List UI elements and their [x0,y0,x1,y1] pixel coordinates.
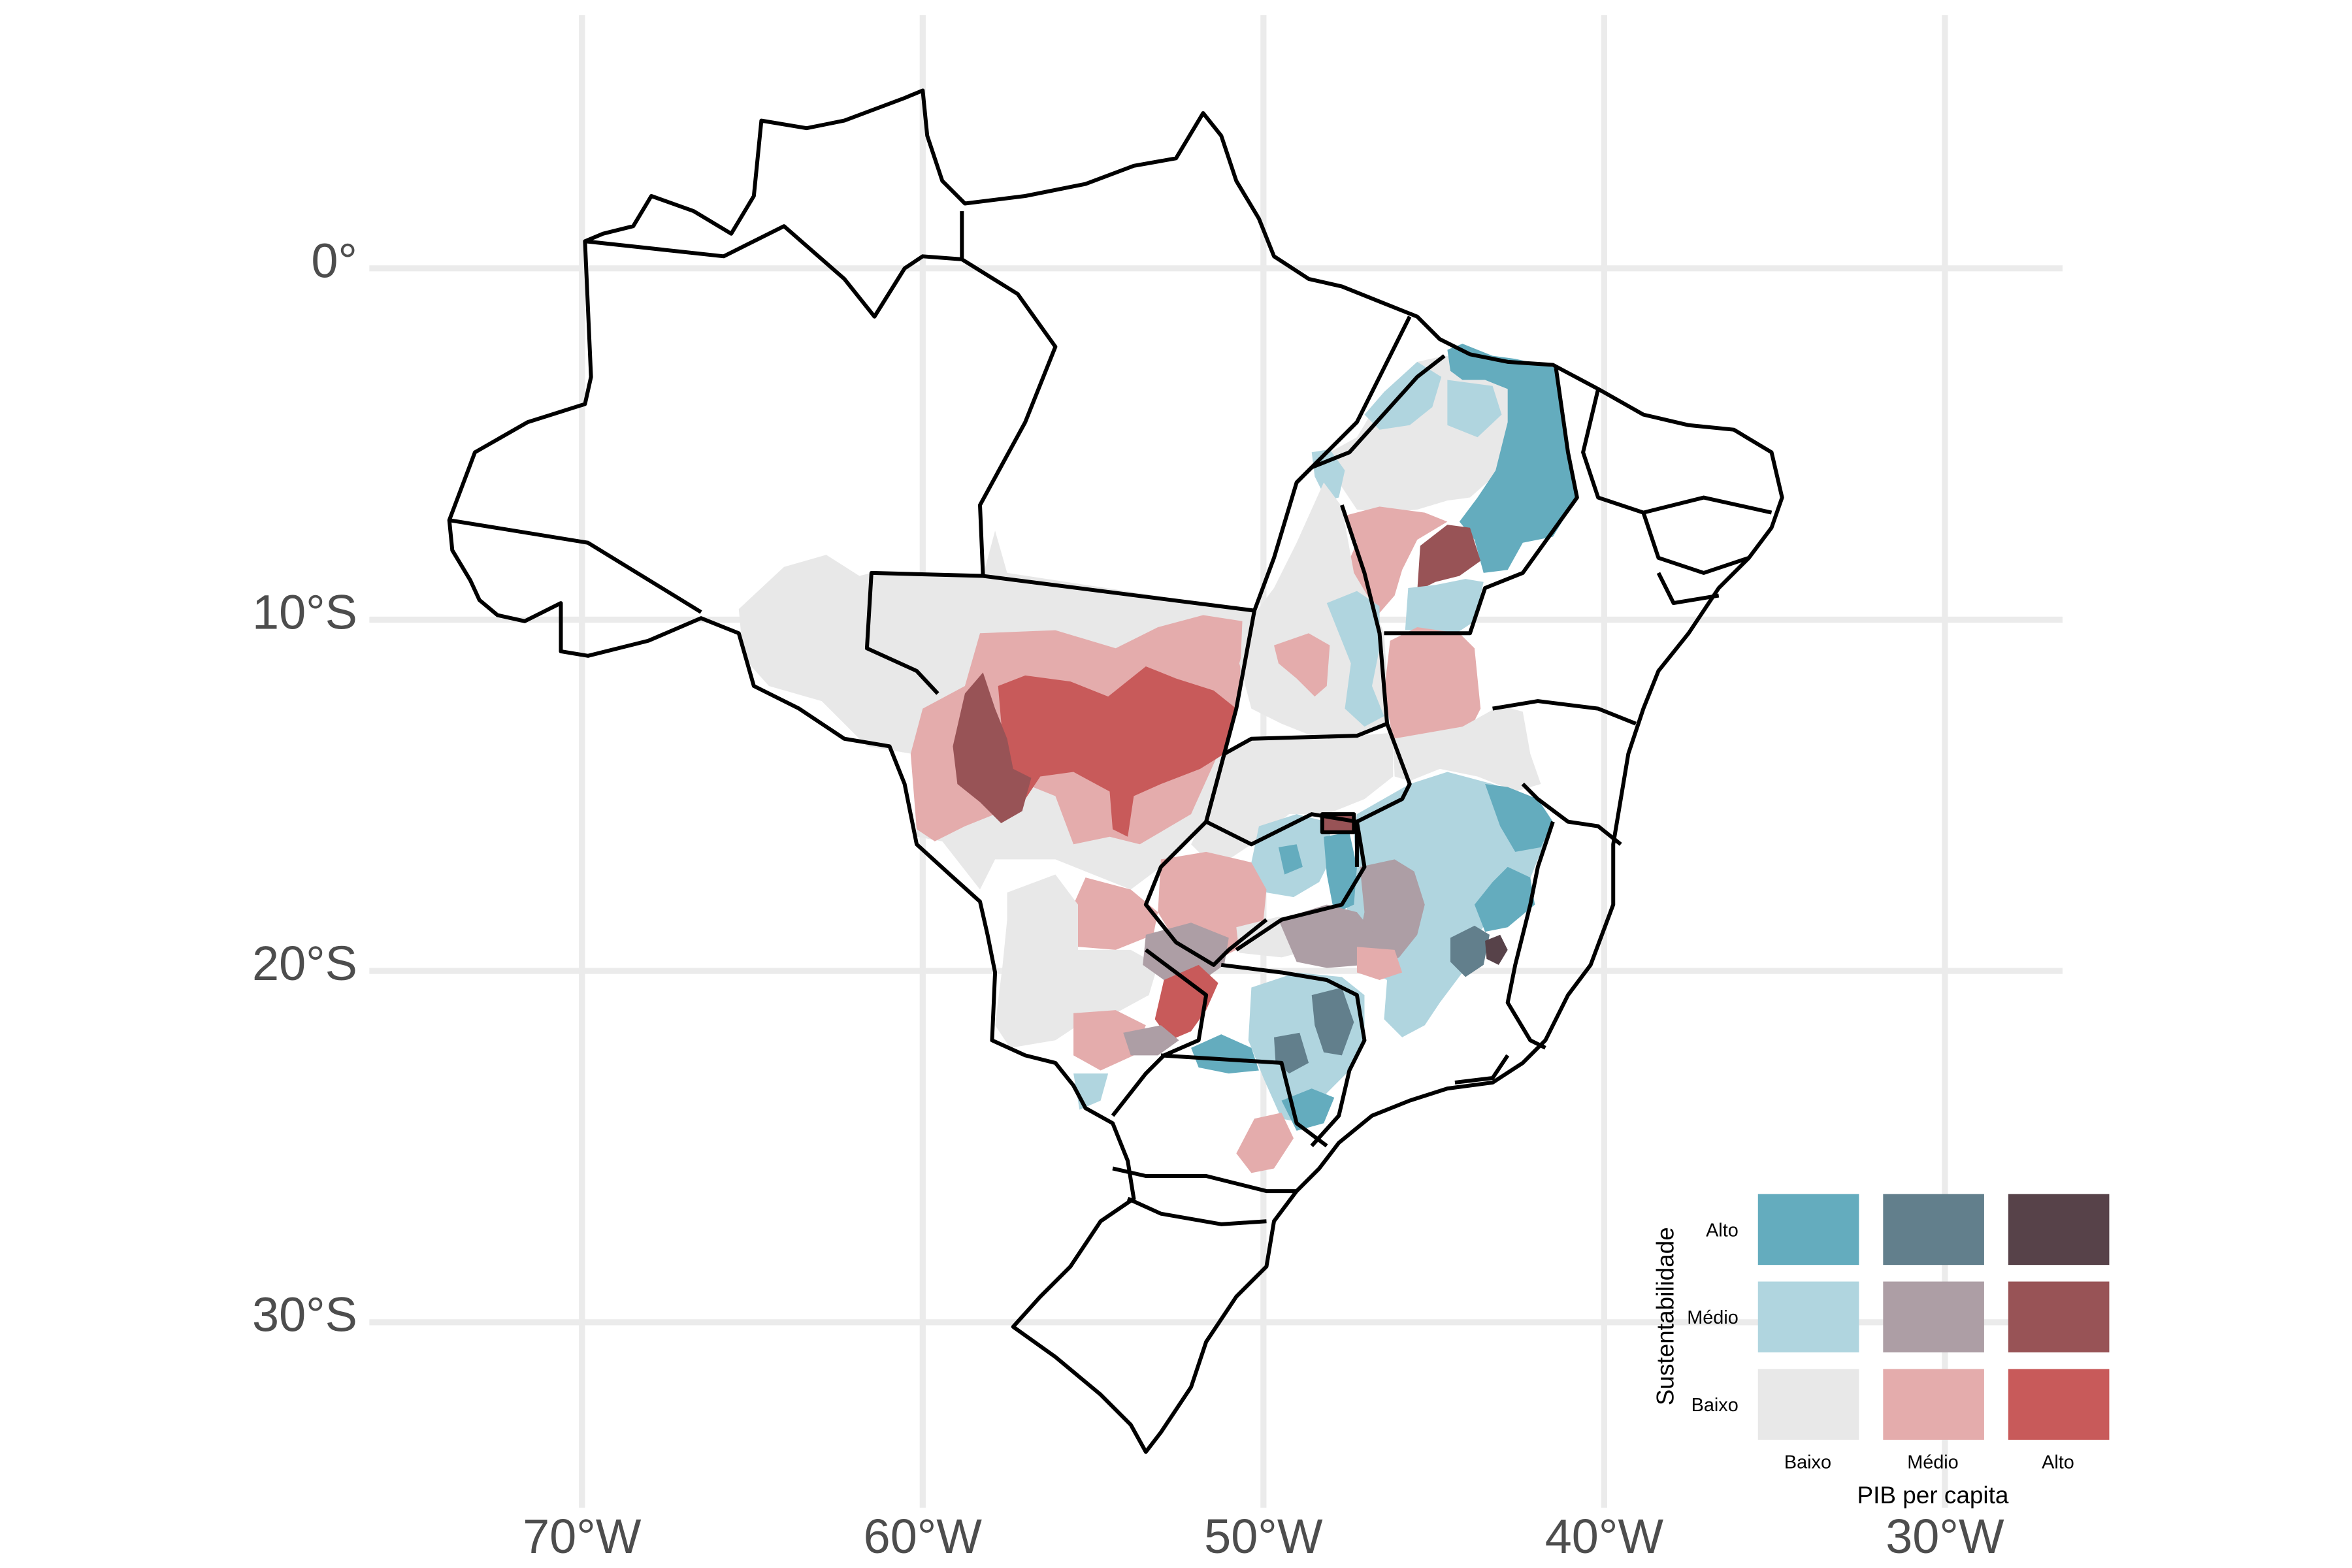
legend-y-level-medio: Médio [1687,1307,1739,1328]
legend-cell-alto-medio [1883,1194,1984,1266]
region-medio-medio [1278,904,1375,968]
region-baixo-medio [1274,633,1330,697]
state-line [1143,610,1268,967]
region-baixo-medio [1073,877,1158,950]
state-line [960,211,1058,576]
legend-y-level-alto: Alto [1706,1220,1739,1241]
state-line [864,570,983,695]
x-tick-label: 70°W [523,1509,642,1563]
state-line [1656,572,1720,606]
legend-cell-baixo-medio [1883,1369,1984,1440]
state-line [1223,504,1390,756]
legend-cell-medio-baixo [1757,1281,1859,1352]
region-baixo-baixo [1191,732,1394,860]
region-medio-alto [1417,525,1481,591]
state-line [1581,388,1772,515]
region-alto-baixo [1191,1034,1259,1074]
legend-y-title: Sustentabilidade [1652,1227,1679,1405]
y-tick-label: 20°S [252,936,357,990]
region-alto-baixo [1485,784,1553,852]
region-medio-medio [1143,923,1229,983]
legend-cell-alto-baixo [1757,1194,1859,1266]
legend-cell-alto-alto [2008,1194,2110,1266]
state-line [1354,723,1412,867]
region-alto-baixo [1278,844,1303,875]
legend-y-level-baixo: Baixo [1691,1395,1739,1416]
region-baixo-alto [998,666,1237,837]
state-line [1126,1196,1267,1226]
region-alto-baixo [1447,344,1577,573]
region-medio-medio [1356,859,1425,965]
x-tick-label: 50°W [1204,1509,1323,1563]
state-boundaries [447,88,1784,1454]
y-tick-label: 10°S [252,585,357,639]
x-tick-label: 40°W [1545,1509,1664,1563]
region-baixo-baixo [995,874,1158,1048]
state-line [1220,962,1367,1147]
legend-cell-medio-alto [2008,1281,2110,1352]
bivariate-legend: Alto Médio Baixo Baixo Médio Alto PIB pe… [1652,1194,2110,1509]
legend-x-level-medio: Médio [1907,1452,1959,1473]
region-alto-medio [1450,925,1490,977]
region-baixo-medio [1356,947,1403,980]
legend-x-level-alto: Alto [2042,1452,2074,1473]
state-line [1384,367,1579,636]
state-line [1111,948,1209,1117]
legend-cell-baixo-baixo [1757,1369,1859,1440]
state-line [1320,812,1356,834]
region-alto-medio [1311,987,1354,1056]
legend-cell-medio-medio [1883,1281,1984,1352]
region-baixo-alto [1154,964,1218,1041]
region-medio-alto [953,672,1032,823]
y-tick-label: 30°S [252,1288,357,1342]
region-medio-baixo [1326,591,1384,727]
state-line [449,518,702,614]
y-tick-label: 0° [311,234,357,288]
legend-x-title: PIB per capita [1857,1482,2009,1509]
region-alto-alto [1485,934,1508,965]
region-baixo-medio [1236,1113,1294,1173]
legend-x-level-baixo: Baixo [1784,1452,1831,1473]
axis-labels: 0° 10°S 20°S 30°S 70°W 60°W 50°W 40°W 30… [252,234,2004,1563]
state-line [1204,753,1367,952]
state-line [585,224,962,319]
regions [738,344,1577,1173]
state-line [1295,354,1446,484]
x-tick-label: 30°W [1886,1509,2004,1563]
x-tick-label: 60°W [864,1509,983,1563]
state-line [1160,1053,1328,1148]
region-baixo-medio [1384,627,1481,739]
state-line [1521,782,1622,846]
state-line [1505,821,1555,1050]
region-medio-baixo [1447,380,1502,438]
region-medio-medio [1123,1025,1179,1056]
state-line [1454,1054,1510,1085]
state-line [1112,1166,1297,1194]
region-alto-baixo [1474,866,1535,932]
region-medio-baixo [1405,579,1484,634]
region-baixo-baixo [1393,706,1541,792]
region-baixo-medio [1073,1010,1146,1071]
brazil-border [447,88,1784,1454]
state-line [1492,699,1637,726]
legend-cell-baixo-alto [2008,1369,2110,1440]
state-line [1641,512,1750,575]
region-alto-baixo [1324,832,1357,914]
